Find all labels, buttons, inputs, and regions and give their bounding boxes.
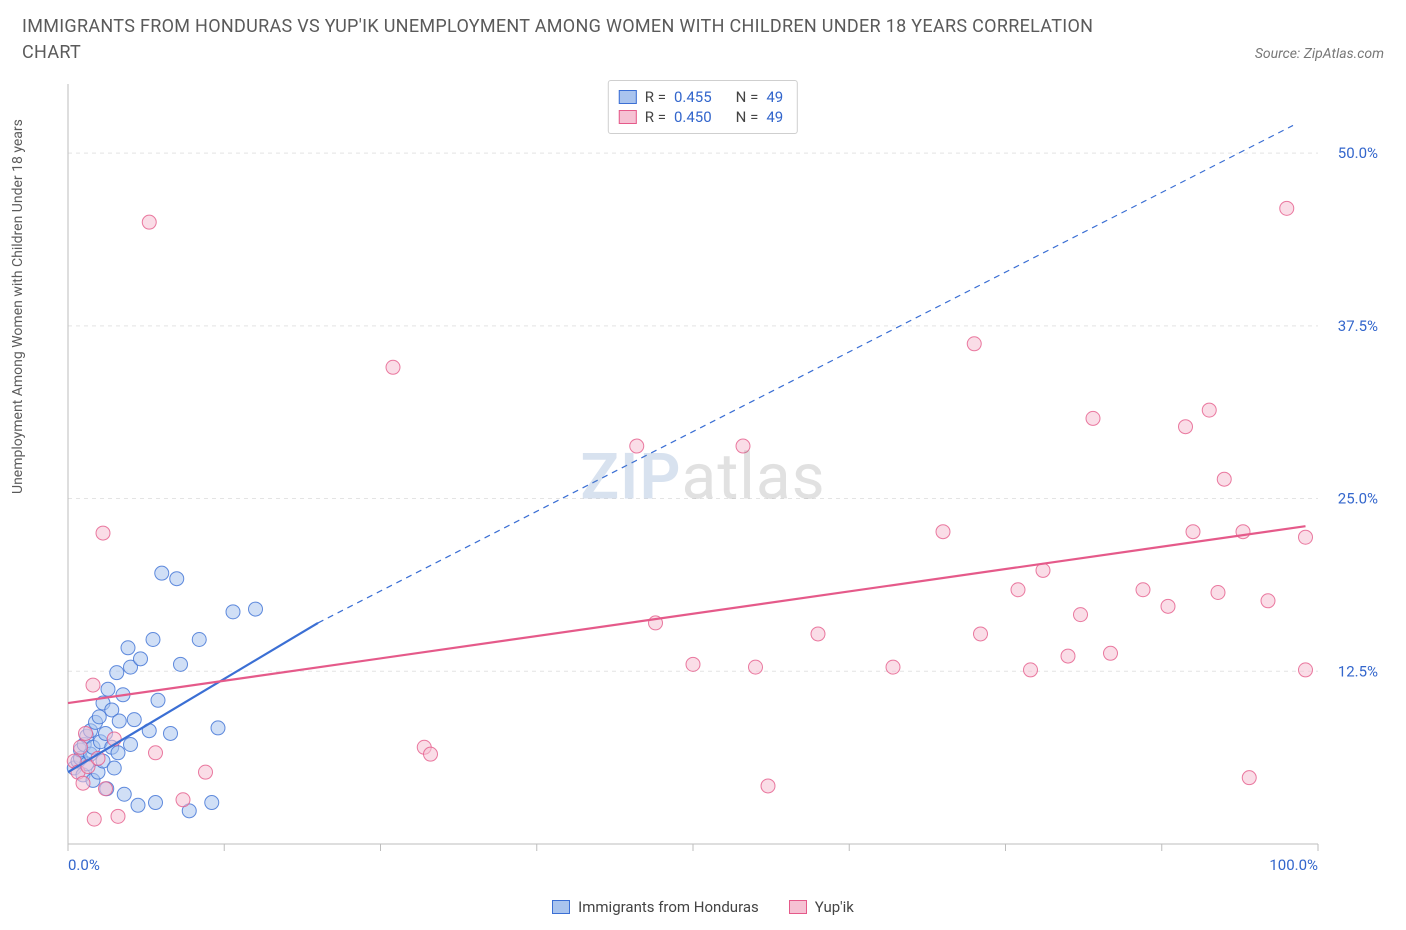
svg-text:12.5%: 12.5% [1338,662,1378,680]
svg-text:50.0%: 50.0% [1338,144,1378,162]
scatter-plot: 0.0% 100.0% 12.5% 25.0% 37.5% 50.0% [56,74,1386,894]
legend-row-series1: R = 0.455 N = 49 [619,87,783,107]
correlation-legend: R = 0.455 N = 49 R = 0.450 N = 49 [608,80,798,134]
n-value: 49 [766,88,783,106]
legend-swatch-icon [789,900,807,914]
n-label: N = [736,88,759,106]
legend-item-series1: Immigrants from Honduras [552,898,759,916]
legend-row-series2: R = 0.450 N = 49 [619,107,783,127]
legend-label: Immigrants from Honduras [578,898,759,916]
svg-text:100.0%: 100.0% [1269,856,1318,874]
svg-text:25.0%: 25.0% [1338,490,1378,508]
legend-swatch-icon [619,90,637,104]
legend-label: Yup'ik [815,898,854,916]
n-value: 49 [766,108,783,126]
legend-swatch-icon [552,900,570,914]
source-citation: Source: ZipAtlas.com [1255,46,1384,66]
svg-text:0.0%: 0.0% [68,856,100,874]
svg-text:37.5%: 37.5% [1338,317,1378,335]
chart-container: Unemployment Among Women with Children U… [22,74,1384,914]
r-label: R = [645,108,666,126]
n-label: N = [736,108,759,126]
r-value: 0.455 [674,88,712,106]
series-legend: Immigrants from Honduras Yup'ik [22,898,1384,916]
r-label: R = [645,88,666,106]
legend-item-series2: Yup'ik [789,898,854,916]
chart-header: IMMIGRANTS FROM HONDURAS VS YUP'IK UNEMP… [22,14,1384,66]
chart-title: IMMIGRANTS FROM HONDURAS VS YUP'IK UNEMP… [22,14,1122,66]
legend-swatch-icon [619,110,637,124]
r-value: 0.450 [674,108,712,126]
